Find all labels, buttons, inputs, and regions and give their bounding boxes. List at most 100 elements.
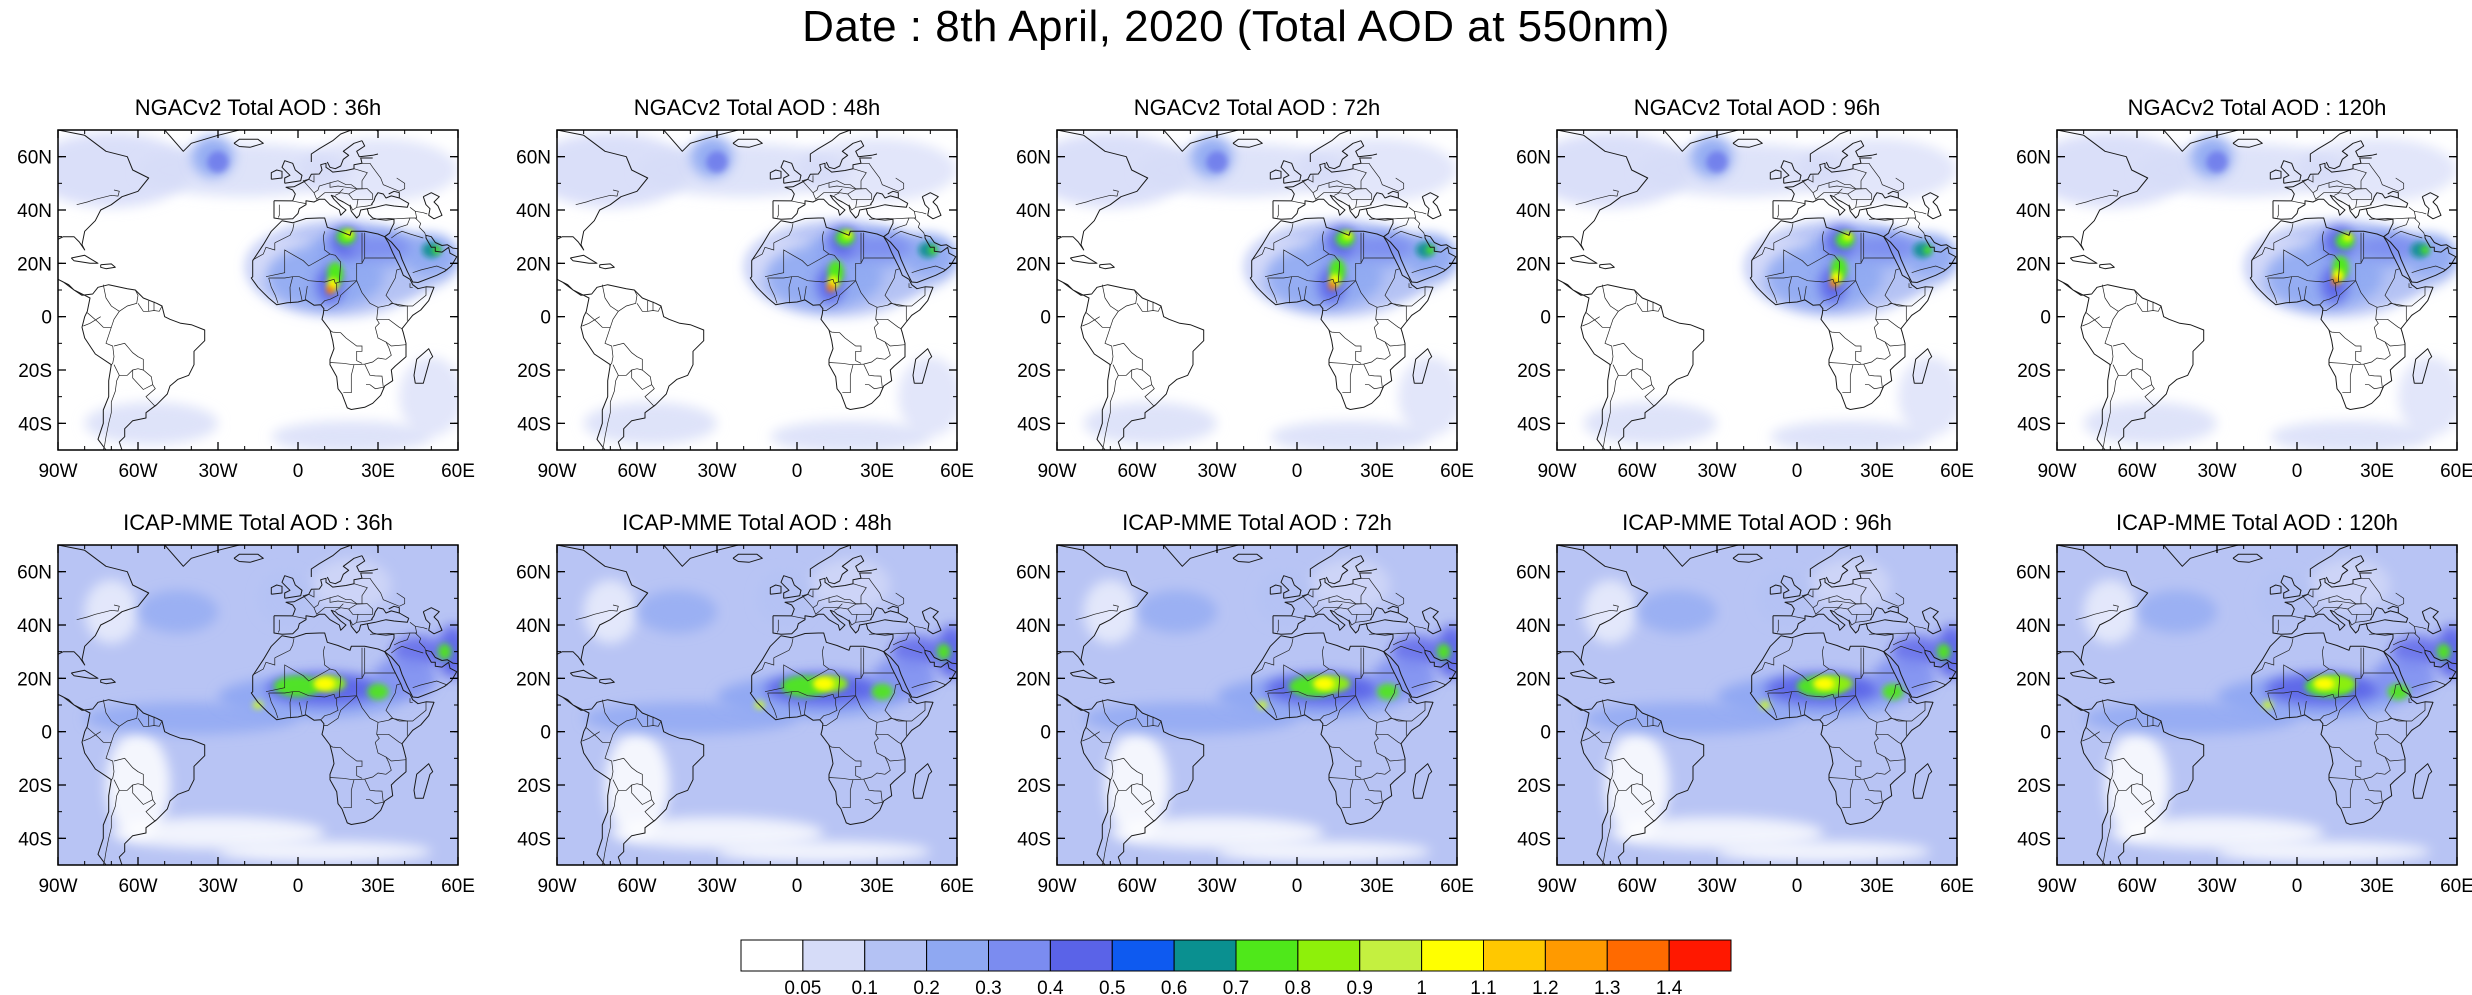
colorbar: 0.05 0.1 0.2 0.3 0.4 0.5 0.6 0.7 0.8 0.9 1 1.1 1.2 1.… bbox=[740, 939, 1732, 995]
y-tick-label: 40N bbox=[1016, 616, 1051, 637]
aod-field bbox=[1057, 545, 1457, 865]
y-tick-label: 0 bbox=[41, 308, 52, 329]
x-tick-label: 0 bbox=[1292, 876, 1303, 897]
x-tick-label: 60W bbox=[617, 876, 656, 897]
colorbar-label: 0.6 bbox=[1161, 978, 1187, 995]
country-borders bbox=[1575, 577, 1947, 865]
colorbar-label: 0.05 bbox=[784, 978, 821, 995]
y-tick-label: 20S bbox=[1017, 361, 1051, 382]
x-tick-label: 0 bbox=[293, 461, 304, 482]
x-tick-label: 30W bbox=[2197, 461, 2236, 482]
colorbar-swatch bbox=[1668, 939, 1732, 972]
y-tick-label: 60N bbox=[1516, 148, 1551, 169]
x-tick-label: 0 bbox=[2292, 461, 2303, 482]
x-tick-label: 60W bbox=[1617, 876, 1656, 897]
colorbar-label: 1 bbox=[1416, 978, 1427, 995]
x-tick-label: 30W bbox=[1697, 461, 1736, 482]
y-tick-label: 60N bbox=[2016, 148, 2051, 169]
x-tick-label: 30W bbox=[1197, 461, 1236, 482]
y-tick-label: 60N bbox=[17, 148, 52, 169]
x-tick-label: 30W bbox=[1197, 876, 1236, 897]
colorbar-swatch bbox=[1111, 939, 1175, 972]
x-tick-label: 60E bbox=[441, 876, 475, 897]
x-tick-label: 60W bbox=[118, 876, 157, 897]
map-panel-ngac-36h: NGACv2 Total AOD : 36h 90W 60W 30W 0 30E 60E 60… bbox=[17, 95, 475, 482]
x-tick-label: 30W bbox=[198, 876, 237, 897]
colorbar-label: 0.3 bbox=[975, 978, 1001, 995]
panel-title: NGACv2 Total AOD : 72h bbox=[1134, 95, 1381, 120]
map-panel-icap-36h: ICAP-MME Total AOD : 36h 90W 60W 30W 0 30E 60E… bbox=[17, 510, 475, 897]
colorbar-label: 1.4 bbox=[1656, 978, 1683, 995]
country-borders bbox=[1075, 577, 1447, 865]
panel-title: NGACv2 Total AOD : 48h bbox=[634, 95, 881, 120]
aod-field bbox=[557, 545, 957, 865]
y-tick-label: 0 bbox=[1540, 308, 1551, 329]
panel-title: ICAP-MME Total AOD : 36h bbox=[123, 510, 393, 535]
map-panel-icap-96h: ICAP-MME Total AOD : 96h 90W 60W 30W 0 30E 60E… bbox=[1516, 510, 1974, 897]
aod-field bbox=[1557, 545, 1957, 865]
colorbar-swatch bbox=[1606, 939, 1670, 972]
x-tick-label: 90W bbox=[38, 876, 77, 897]
map-panel-icap-120h: ICAP-MME Total AOD : 120h 90W 60W 30W 0 30E 60… bbox=[2016, 510, 2472, 897]
x-tick-label: 60W bbox=[2117, 461, 2156, 482]
country-borders bbox=[1075, 162, 1447, 450]
y-tick-label: 60N bbox=[1016, 563, 1051, 584]
x-tick-label: 30E bbox=[2360, 461, 2394, 482]
y-tick-label: 60N bbox=[1516, 563, 1551, 584]
x-tick-label: 90W bbox=[2037, 461, 2076, 482]
y-tick-label: 40N bbox=[17, 616, 52, 637]
y-tick-label: 20N bbox=[1016, 254, 1051, 275]
aod-field bbox=[2057, 545, 2457, 865]
coastlines bbox=[58, 130, 458, 450]
y-tick-label: 20S bbox=[1517, 776, 1551, 797]
y-tick-label: 0 bbox=[41, 723, 52, 744]
y-tick-label: 20N bbox=[2016, 254, 2051, 275]
colorbar-label: 0.1 bbox=[852, 978, 878, 995]
map-panel-icap-48h: ICAP-MME Total AOD : 48h 90W 60W 30W 0 30E 60E… bbox=[516, 510, 974, 897]
x-tick-label: 60W bbox=[118, 461, 157, 482]
colorbar-swatch bbox=[1297, 939, 1361, 972]
x-tick-label: 60W bbox=[1117, 876, 1156, 897]
x-tick-label: 30E bbox=[361, 876, 395, 897]
coastlines bbox=[1057, 545, 1457, 865]
country-borders bbox=[2075, 577, 2447, 865]
panel-title: ICAP-MME Total AOD : 120h bbox=[2116, 510, 2398, 535]
y-tick-label: 60N bbox=[17, 563, 52, 584]
y-tick-label: 20S bbox=[517, 361, 551, 382]
panel-title: NGACv2 Total AOD : 120h bbox=[2128, 95, 2387, 120]
y-tick-label: 60N bbox=[2016, 563, 2051, 584]
x-tick-label: 90W bbox=[1537, 461, 1576, 482]
x-tick-label: 30E bbox=[2360, 876, 2394, 897]
y-tick-label: 20S bbox=[517, 776, 551, 797]
coastlines bbox=[557, 545, 957, 865]
x-tick-label: 30W bbox=[198, 461, 237, 482]
colorbar-swatch bbox=[1049, 939, 1113, 972]
x-tick-label: 0 bbox=[792, 461, 803, 482]
y-tick-label: 0 bbox=[2040, 723, 2051, 744]
x-tick-label: 30E bbox=[860, 461, 894, 482]
y-tick-label: 40S bbox=[1017, 414, 1051, 435]
x-tick-label: 90W bbox=[1037, 876, 1076, 897]
colorbar-swatch bbox=[740, 939, 804, 972]
y-tick-label: 20N bbox=[17, 254, 52, 275]
y-tick-label: 40S bbox=[2017, 829, 2051, 850]
colorbar-label: 1.2 bbox=[1532, 978, 1558, 995]
x-tick-label: 60E bbox=[1940, 461, 1974, 482]
y-tick-label: 40N bbox=[1016, 201, 1051, 222]
y-tick-label: 20S bbox=[18, 776, 52, 797]
y-tick-label: 60N bbox=[516, 148, 551, 169]
y-tick-label: 0 bbox=[1540, 723, 1551, 744]
country-borders bbox=[575, 577, 947, 865]
country-borders bbox=[76, 577, 448, 865]
x-tick-label: 30W bbox=[697, 876, 736, 897]
colorbar-swatch bbox=[1483, 939, 1546, 972]
coastlines bbox=[1557, 130, 1957, 450]
colorbar-swatch bbox=[1235, 939, 1299, 972]
x-tick-label: 30E bbox=[1360, 461, 1394, 482]
y-tick-label: 40N bbox=[17, 201, 52, 222]
x-tick-label: 30E bbox=[361, 461, 395, 482]
x-tick-label: 0 bbox=[293, 876, 304, 897]
x-tick-label: 30W bbox=[697, 461, 736, 482]
country-borders bbox=[1575, 162, 1947, 450]
